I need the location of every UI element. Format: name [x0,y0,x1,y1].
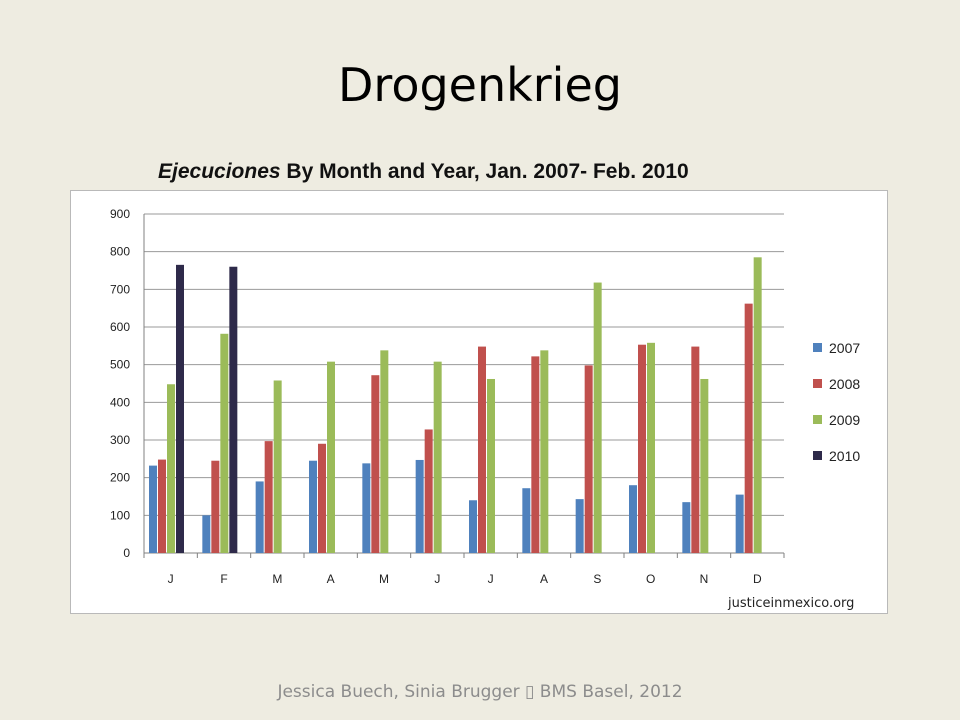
legend-label-2010: 2010 [829,448,860,464]
y-tick-label: 700 [110,282,130,296]
bar-2007-12 [735,494,744,553]
bar-2009-12 [753,257,762,553]
footer-text: Jessica Buech, Sinia Brugger ▯ BMS Basel… [277,682,683,702]
bar-2009-1 [167,384,175,553]
legend-swatch-2008 [813,379,822,388]
y-tick-label: 300 [110,433,130,447]
legend-swatch-2010 [813,451,822,460]
bar-2009-7 [487,378,495,553]
chart-title-emphasis: Ejecuciones [158,160,281,183]
bar-2009-3 [273,380,282,553]
bar-2009-2 [220,333,229,553]
bar-2009-9 [593,282,602,553]
bar-2008-10 [638,344,646,553]
y-tick-label: 400 [110,395,130,409]
bar-2007-7 [469,500,477,553]
bar-2008-5 [371,375,380,553]
chart-area: 0 100 200 300 400 500 600 700 800 900 J F M A M J J A S O N D… [70,190,888,614]
bar-2007-5 [362,463,371,553]
x-tick-label: O [646,572,655,586]
bar-2008-12 [744,303,753,553]
bar-2009-11 [700,378,709,553]
bar-2007-11 [682,502,691,553]
x-tick-label: J [488,572,494,586]
legend-label-2008: 2008 [829,376,860,392]
bar-2008-7 [478,346,486,553]
bar-2009-10 [647,342,655,553]
x-tick-label: D [753,572,762,586]
bar-2008-2 [211,460,220,553]
x-tick-label: F [220,572,227,586]
legend-swatch-2007 [813,343,822,352]
bar-2007-1 [149,465,157,553]
x-tick-label: M [379,572,389,586]
x-tick-label: M [272,572,282,586]
bar-2008-1 [158,459,166,553]
bar-2008-4 [318,443,326,553]
y-tick-label: 600 [110,320,130,334]
chart-title-rest: By Month and Year, Jan. 2007- Feb. 2010 [280,160,689,183]
bar-2009-5 [380,350,389,553]
bar-2010-2 [229,266,238,553]
bar-2008-6 [424,429,433,553]
x-tick-label: N [700,572,709,586]
y-tick-label: 200 [110,471,130,485]
source-credit: justiceinmexico.org [728,596,855,611]
bar-2008-9 [584,365,593,553]
x-tick-label: J [168,572,174,586]
legend-swatch-2009 [813,415,822,424]
y-tick-label: 800 [110,245,130,259]
x-tick-label: A [540,572,548,586]
y-tick-label: 500 [110,358,130,372]
x-tick-label: A [327,572,335,586]
bar-2007-4 [309,460,317,553]
bar-2008-11 [691,346,700,553]
bar-2010-1 [176,264,184,553]
chart-title: Ejecuciones By Month and Year, Jan. 2007… [158,160,689,184]
bar-2007-10 [629,485,637,553]
bar-2009-4 [327,361,335,553]
bar-2008-3 [264,441,273,553]
bar-2007-2 [202,515,211,553]
x-tick-label: S [593,572,601,586]
x-tick-label: J [434,572,440,586]
legend-label-2009: 2009 [829,412,860,428]
legend-label-2007: 2007 [829,340,860,356]
bar-chart: 0 100 200 300 400 500 600 700 800 900 J F M A M J J A S O N D… [110,207,860,586]
bar-2009-6 [433,361,442,553]
bar-2007-3 [255,481,264,553]
y-tick-label: 900 [110,207,130,221]
bar-2008-8 [531,356,540,553]
y-tick-label: 0 [123,546,130,560]
bar-2007-6 [415,459,424,553]
bar-2007-8 [522,488,531,553]
slide-title: Drogenkrieg [338,58,622,112]
bar-2007-9 [575,499,584,553]
bar-2009-8 [540,350,549,553]
y-tick-label: 100 [110,508,130,522]
